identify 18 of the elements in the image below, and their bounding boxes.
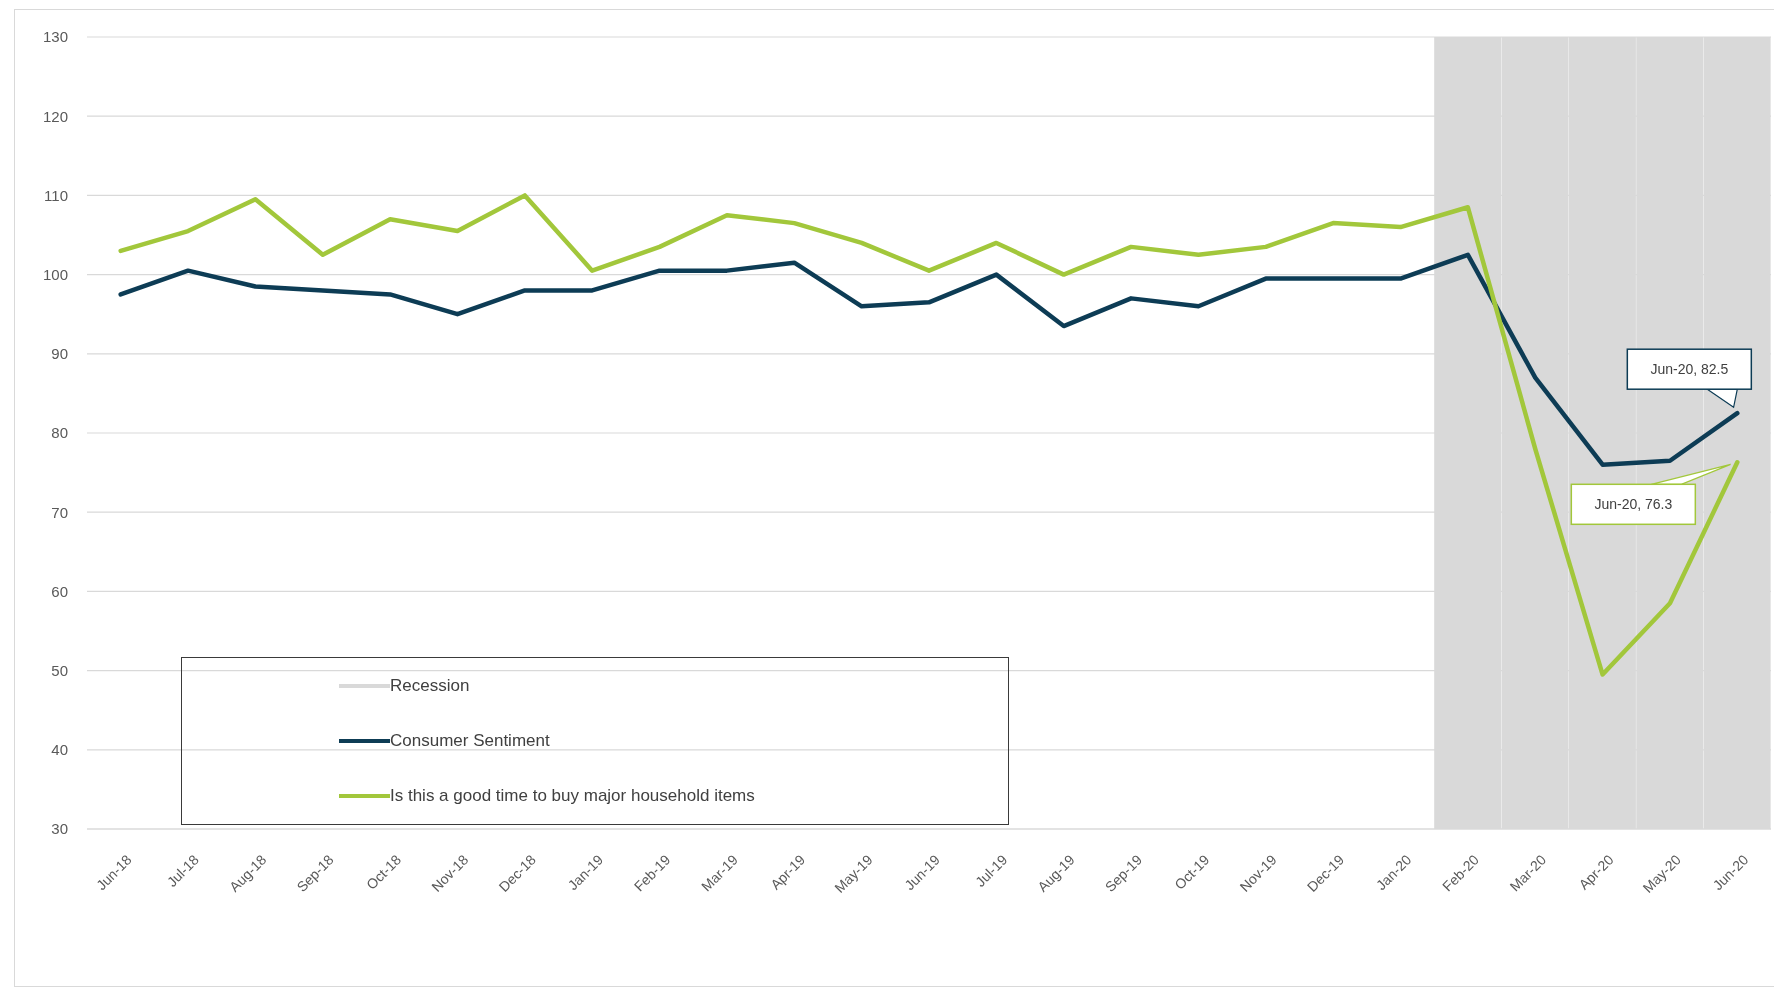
legend-label: Is this a good time to buy major household items	[390, 786, 755, 806]
legend-label: Consumer Sentiment	[390, 731, 550, 751]
y-tick-label: 70	[51, 503, 68, 521]
y-tick-label: 80	[51, 424, 68, 442]
line-series	[118, 193, 1740, 677]
data-label: Jun-20, 76.3	[1594, 496, 1673, 513]
y-tick-label: 100	[42, 265, 68, 283]
data-label: Jun-20, 82.5	[1650, 361, 1729, 378]
y-tick-label: 110	[44, 186, 68, 204]
y-tick-label: 30	[51, 820, 68, 838]
y-tick-label: 60	[51, 582, 68, 600]
y-tick-label: 90	[51, 345, 68, 363]
y-tick-label: 120	[42, 107, 68, 125]
y-tick-label: 50	[51, 661, 68, 679]
line-series	[118, 252, 1740, 467]
legend-label: Recession	[390, 676, 470, 696]
y-tick-label: 40	[51, 741, 68, 759]
y-tick-label: 130	[42, 28, 68, 46]
